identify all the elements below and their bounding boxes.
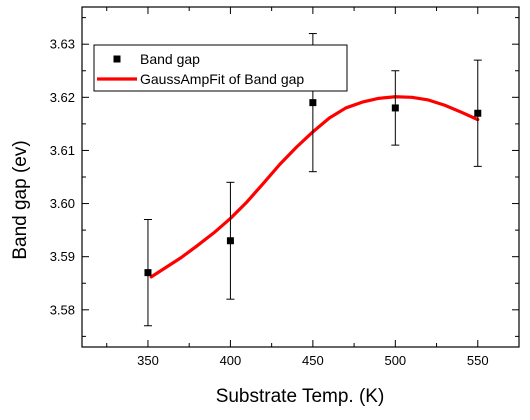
data-point [391,104,399,112]
y-tick-label: 3.58 [50,302,75,317]
y-tick-label: 3.62 [50,90,75,105]
legend: Band gap GaussAmpFit of Band gap [93,44,348,92]
y-tick-label: 3.63 [50,37,75,52]
data-point [474,109,482,117]
x-tick-label: 400 [220,353,242,368]
x-tick-label: 500 [384,353,406,368]
legend-marker-band-gap [113,55,121,63]
fit-line [149,95,480,279]
x-tick-label: 550 [467,353,489,368]
ticks-layer: 350 400 450 500 550 3.58 3.59 3.60 3.61 3.62 3.63 [50,7,520,368]
y-axis-title: Band gap (ev) [10,140,31,259]
y-tick-label: 3.60 [50,196,75,211]
data-point [226,237,234,245]
x-tick-label: 350 [137,353,159,368]
data-point [144,269,152,277]
legend-box [93,44,348,92]
y-tick-label: 3.61 [50,143,75,158]
data-points-layer [143,33,482,327]
legend-label-fit: GaussAmpFit of Band gap [140,71,304,87]
y-tick-label: 3.59 [50,249,75,264]
fit-line-layer [149,95,480,279]
legend-label-band-gap: Band gap [140,51,200,67]
x-tick-label: 450 [302,353,324,368]
data-point [309,99,317,107]
x-axis-title: Substrate Temp. (K) [216,386,385,407]
